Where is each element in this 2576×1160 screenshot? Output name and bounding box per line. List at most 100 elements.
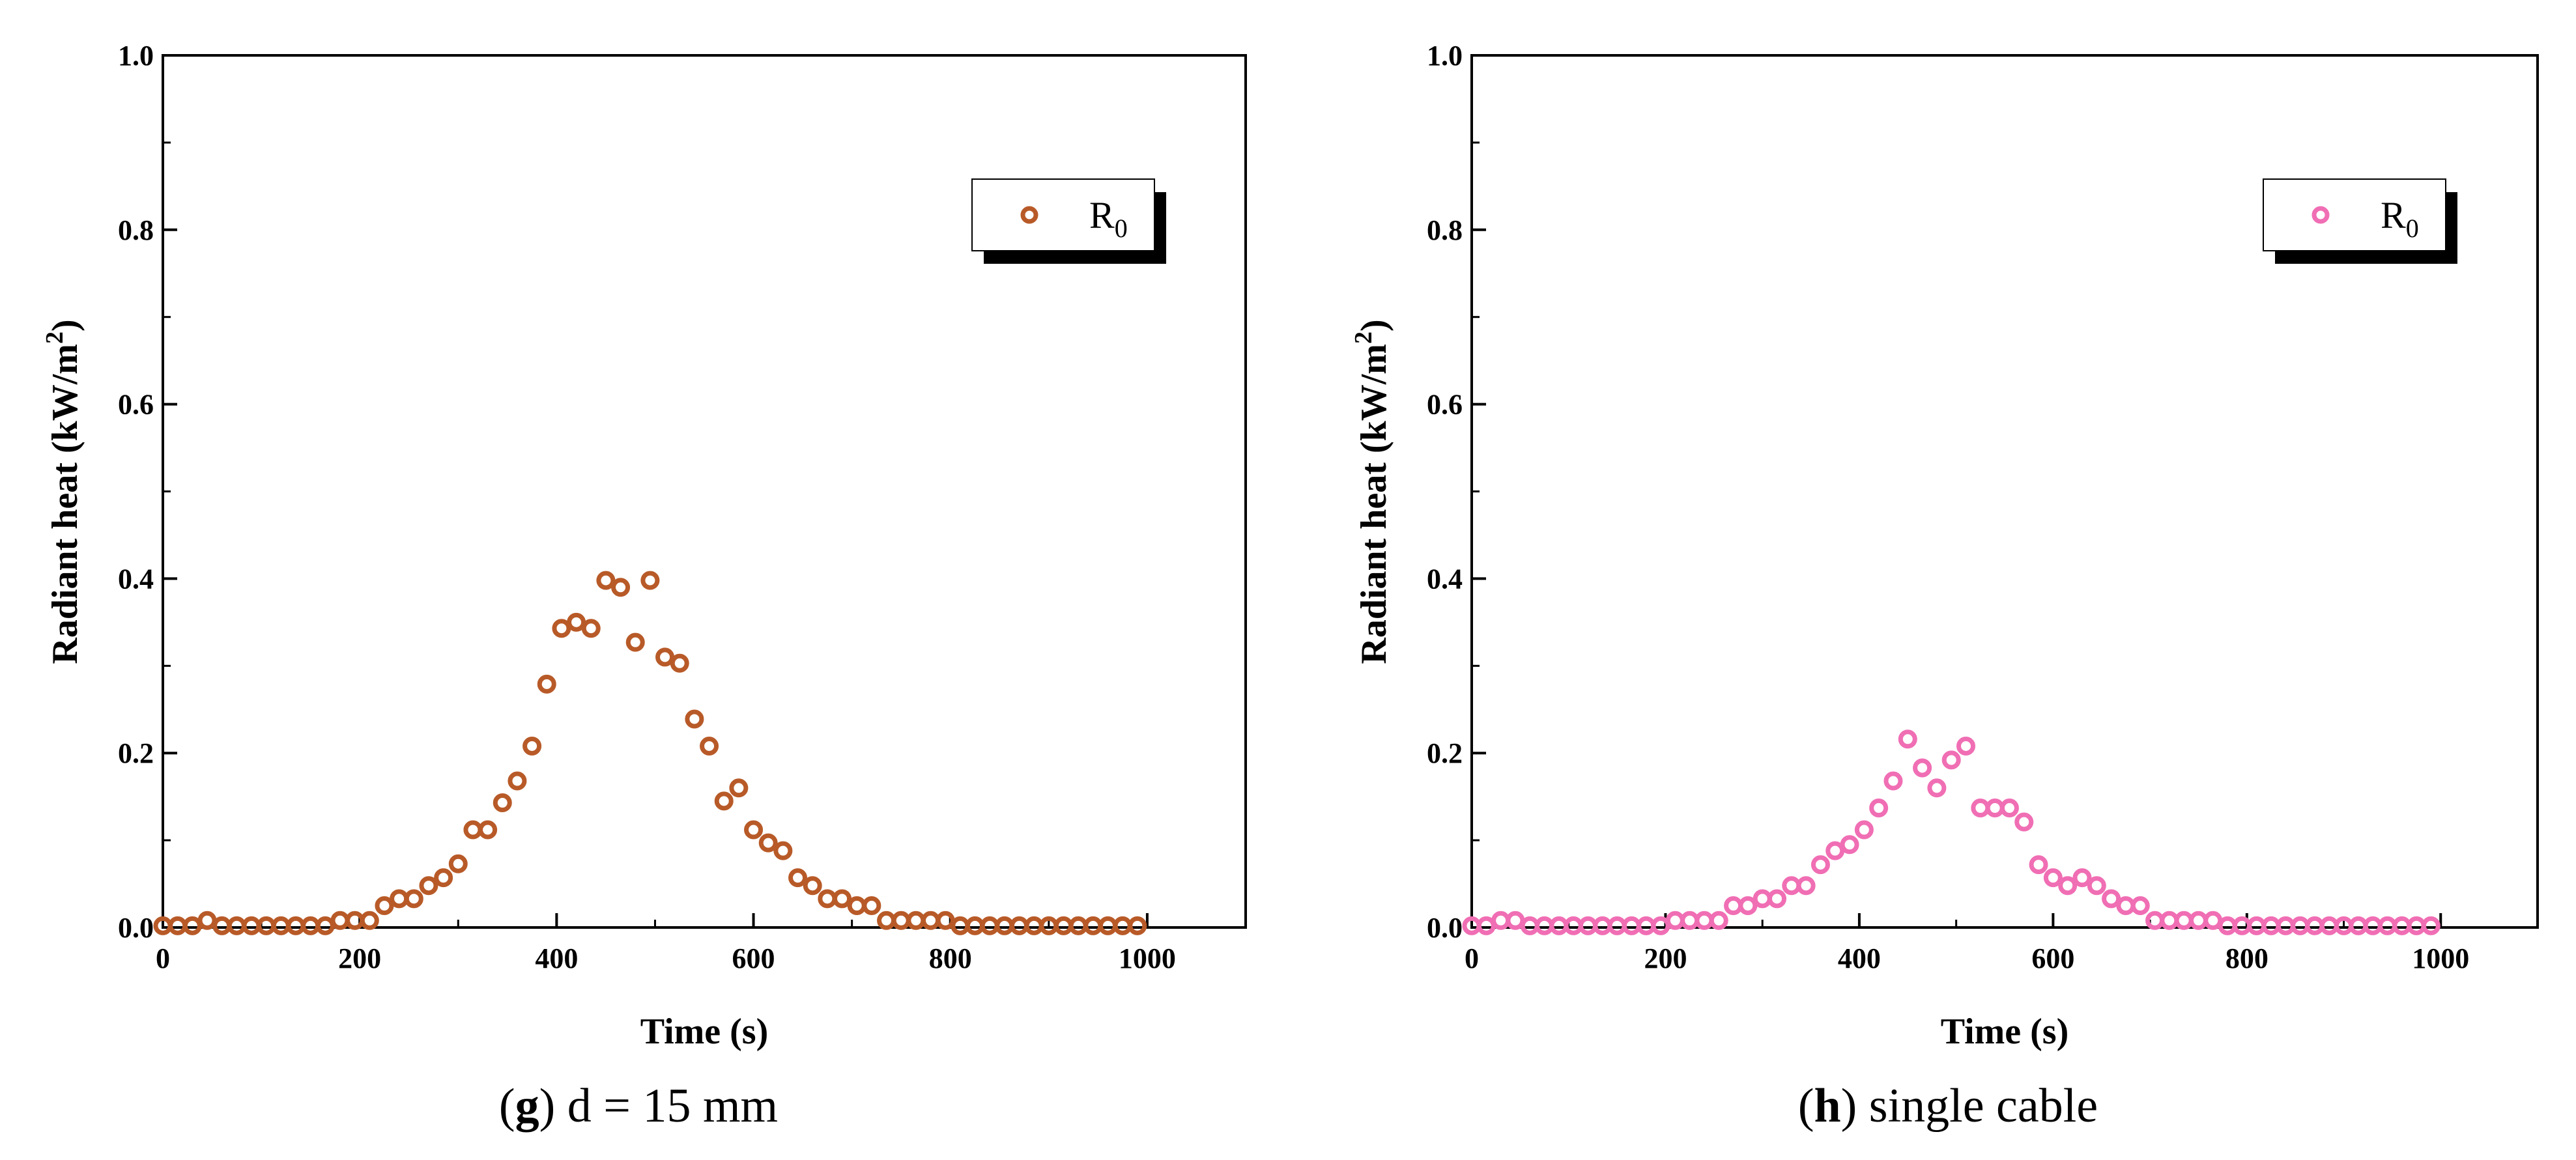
panel-caption: (h) single cable [1798,1079,2098,1133]
legend-box [971,178,1155,251]
data-point [1113,916,1132,935]
data-point [1999,799,2019,818]
data-point [552,619,571,638]
data-point [493,793,512,813]
data-point [581,619,601,638]
data-point [2203,911,2223,930]
data-point [478,820,498,840]
legend-label: R0 [2381,194,2419,243]
data-point [1810,855,1830,875]
data-point [1593,916,1612,935]
y-tick-label: 0.8 [1427,214,1463,246]
legend-box [2263,178,2446,251]
x-tick-label: 0 [1465,942,1479,974]
data-point [2377,916,2397,935]
y-tick-label: 1.0 [1427,40,1463,72]
data-point [2291,916,2310,935]
data-point [685,709,704,729]
data-point [803,876,822,896]
data-point [670,653,689,673]
data-point [315,916,335,935]
data-points [153,571,1147,935]
data-point [2407,916,2426,935]
data-point [788,868,808,888]
data-point [212,916,232,935]
data-point [906,911,926,930]
data-point [301,916,321,935]
data-point [1665,911,1685,930]
data-point [1098,916,1117,935]
data-point [1941,750,1961,770]
data-point [862,896,881,916]
legend-label: R0 [1089,194,1128,243]
data-point [227,916,246,935]
data-point [2160,911,2179,930]
data-point [1506,911,1525,930]
data-point [1578,916,1597,935]
data-point [891,911,911,930]
y-tick-label: 0.2 [1427,737,1463,769]
data-point [1883,771,1903,791]
data-point [2029,855,2048,875]
legend-marker-icon [2311,206,2330,224]
data-point [330,911,350,930]
data-point [522,736,542,756]
chart-panel-h: 0 200 400 600 800 1000 0.0 0.2 0.4 0.6 0.8 1.0 R0 T… [1350,40,2539,1133]
data-point [1796,876,1816,896]
y-tick-label: 0.4 [1427,563,1463,595]
data-point [419,876,438,896]
data-point [448,854,468,873]
y-tick-label: 0.6 [118,389,154,421]
data-point [1956,736,1976,756]
data-point [1854,820,1874,840]
data-point [951,916,970,935]
x-tick-label: 800 [929,942,972,974]
data-point [1913,758,1932,778]
data-point [434,868,453,888]
data-point [596,571,616,590]
tick-marks: 0 200 400 600 800 1000 0.0 0.2 0.4 0.6 0.8 1.0 [118,40,1176,974]
data-point [345,911,365,930]
data-point [2102,889,2121,909]
data-point [1083,916,1103,935]
x-tick-label: 1000 [2412,942,2469,974]
x-tick-label: 400 [535,942,578,974]
x-tick-label: 800 [2225,942,2268,974]
data-point [1068,916,1088,935]
data-point [1564,916,1583,935]
data-point [1535,916,1554,935]
legend-marker-icon [1020,206,1038,224]
data-point [1869,799,1889,818]
data-point [729,778,749,798]
data-point [936,911,955,930]
data-point [1520,916,1539,935]
data-point [2276,916,2295,935]
data-point [1637,916,1656,935]
data-point [2014,812,2034,832]
data-point [463,820,483,840]
legend: R0 [2263,178,2457,264]
data-point [1724,896,1743,916]
data-point [2305,916,2325,935]
data-point [2261,916,2281,935]
data-point [1825,841,1845,860]
data-point [2247,916,2267,935]
data-point [1024,916,1044,935]
data-point [1680,911,1700,930]
data-point [818,889,837,909]
data-point [744,820,764,840]
data-point [1491,911,1511,930]
data-point [2319,916,2339,935]
data-point [2349,916,2368,935]
data-point [1927,778,1947,798]
data-point [1009,916,1029,935]
data-point [257,916,276,935]
y-tick-label: 0.0 [1427,912,1463,944]
x-axis-title: Time (s) [1941,1011,2069,1052]
data-point [182,916,202,935]
y-tick-label: 1.0 [118,40,154,72]
data-point [2363,916,2383,935]
data-point [537,674,556,694]
data-point [1607,916,1627,935]
